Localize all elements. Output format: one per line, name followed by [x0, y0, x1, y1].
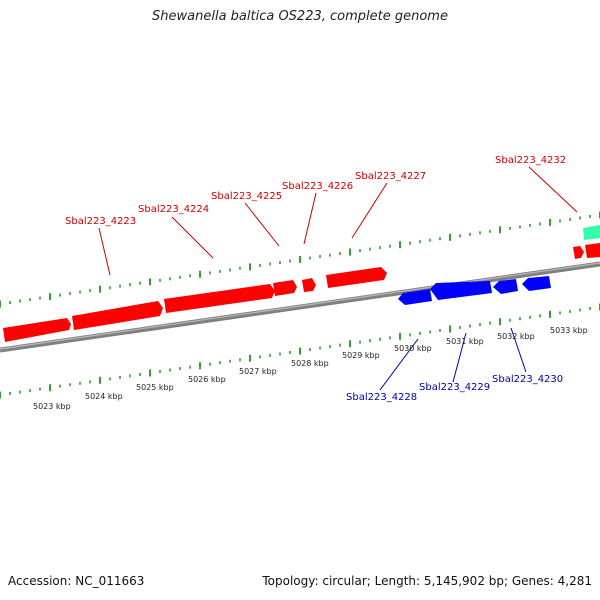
gene-label-4230[interactable]: Sbal223_4230 — [492, 374, 563, 385]
scale-label-5029: 5029 kbp — [342, 351, 380, 360]
scale-label-5033: 5033 kbp — [550, 326, 588, 335]
label-line-4226 — [303, 192, 317, 245]
forward-gene-4226b[interactable] — [302, 278, 316, 292]
reverse-gene-4230a[interactable] — [493, 279, 518, 294]
label-line-4229 — [452, 332, 467, 383]
genome-backbone-highlight — [0, 262, 600, 350]
label-line-4227 — [351, 182, 388, 239]
label-line-4232 — [528, 166, 578, 213]
gene-label-4229[interactable]: Sbal223_4229 — [419, 382, 490, 393]
gene-label-4224[interactable]: Sbal223_4224 — [138, 204, 209, 215]
gene-label-4225[interactable]: Sbal223_4225 — [211, 191, 282, 202]
label-line-4223 — [98, 227, 111, 276]
forward-gene-4227[interactable] — [326, 267, 387, 288]
label-line-4224 — [171, 216, 214, 259]
label-line-4225 — [244, 202, 280, 247]
accession-text: Accession: NC_011663 — [8, 574, 145, 588]
rna-feature[interactable] — [583, 225, 600, 240]
gene-label-4223[interactable]: Sbal223_4223 — [65, 216, 136, 227]
scale-label-5031: 5031 kbp — [446, 337, 484, 346]
gene-label-4228[interactable]: Sbal223_4228 — [346, 392, 417, 403]
gene-label-4226[interactable]: Sbal223_4226 — [282, 181, 353, 192]
scale-label-5023: 5023 kbp — [33, 402, 71, 411]
forward-gene-4232[interactable] — [585, 243, 600, 258]
forward-gene-4224[interactable] — [72, 301, 163, 330]
scale-label-5028: 5028 kbp — [291, 359, 329, 368]
scale-label-5025: 5025 kbp — [136, 383, 174, 392]
upper-tick-track — [0, 211, 600, 308]
forward-gene-4225[interactable] — [164, 284, 275, 313]
label-line-4230 — [510, 327, 527, 373]
scale-label-5032: 5032 kbp — [497, 332, 535, 341]
forward-gene-4231[interactable] — [573, 246, 584, 259]
scale-label-5027: 5027 kbp — [239, 367, 277, 376]
forward-gene-4223[interactable] — [3, 318, 71, 342]
gene-label-4227[interactable]: Sbal223_4227 — [355, 171, 426, 182]
reverse-gene-4229[interactable] — [430, 281, 492, 300]
scale-label-5030: 5030 kbp — [394, 344, 432, 353]
forward-gene-4226a[interactable] — [273, 280, 297, 296]
lower-tick-track — [0, 303, 600, 399]
label-line-4228 — [379, 338, 419, 391]
reverse-gene-4228[interactable] — [398, 289, 432, 305]
reverse-gene-4230b[interactable] — [522, 276, 551, 291]
scale-label-5026: 5026 kbp — [188, 375, 226, 384]
genome-backbone — [0, 261, 600, 353]
genome-summary-text: Topology: circular; Length: 5,145,902 bp… — [262, 574, 592, 588]
scale-label-5024: 5024 kbp — [85, 392, 123, 401]
gene-label-4232[interactable]: Sbal223_4232 — [495, 155, 566, 166]
map-title: Shewanella baltica OS223, complete genom… — [152, 9, 448, 24]
